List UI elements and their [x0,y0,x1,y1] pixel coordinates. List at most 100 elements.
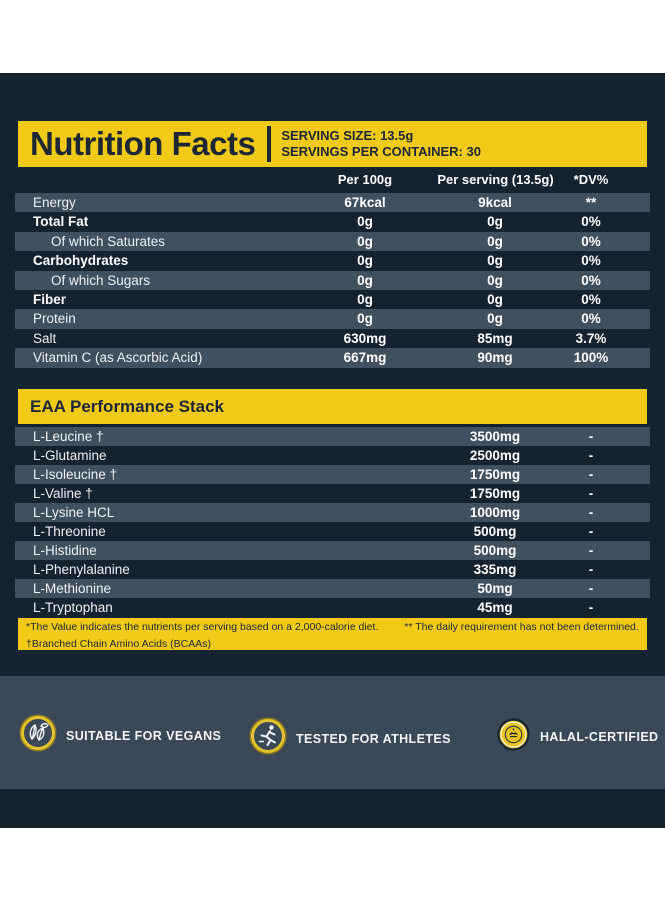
footnote-asterisks: ** The daily requirement has not been de… [404,621,639,633]
badge-athletes: TESTED FOR ATHLETES [249,717,451,760]
row-l-valine: L-Valine † 1750mg - [15,484,650,503]
row-protein: Protein 0g 0g 0% [15,309,650,329]
per-100g-value: 667mg [343,350,387,366]
amino-amount: 500mg [473,543,517,558]
per-serving-value: 0g [487,214,503,230]
amino-label: L-Glutamine [33,448,107,463]
label-panel: Nutrition Facts SERVING SIZE: 13.5g SERV… [0,73,665,828]
nutrient-label: Carbohydrates [33,253,129,269]
page-title: Nutrition Facts [30,125,256,162]
per-serving-value: 0g [487,311,503,327]
per-serving-value: 0g [487,272,503,288]
col-dv: *DV% [573,172,609,187]
row-carbohydrates: Carbohydrates 0g 0g 0% [15,251,650,270]
row-l-threonine: L-Threonine 500mg - [15,522,650,541]
row-sugars: Of which Sugars 0g 0g 0% [15,270,650,290]
footnote-bcaa: †Branched Chain Amino Acids (BCAAs) [26,638,212,650]
dv-value: 0% [581,214,601,230]
amino-amount: 1000mg [469,505,521,520]
col-per-100g: Per 100g [337,172,393,187]
footnote-dv: *The Value indicates the nutrients per s… [26,621,379,633]
row-fiber: Fiber 0g 0g 0% [15,290,650,309]
nutrient-label: Vitamin C (as Ascorbic Acid) [33,350,203,366]
dv-value: 0% [581,233,601,249]
row-vitamin-c: Vitamin C (as Ascorbic Acid) 667mg 90mg … [15,348,650,368]
amino-dv: - [588,505,594,520]
amino-amount: 45mg [477,600,513,615]
amino-amount: 50mg [477,581,513,596]
per-100g-value: 0g [357,311,373,327]
title-divider [267,126,272,162]
amino-amount: 1750mg [469,467,521,482]
amino-label: L-Phenylalanine [33,562,130,577]
dv-value: 3.7% [575,330,607,346]
footnote-line-1: *The Value indicates the nutrients per s… [26,621,639,634]
amino-dv: - [588,581,594,596]
per-100g-value: 0g [357,291,373,307]
nutrient-label: Total Fat [33,214,89,230]
per-100g-value: 67kcal [344,195,386,210]
per-100g-value: 0g [357,272,373,288]
per-100g-value: 0g [357,214,373,230]
footnote-bar: *The Value indicates the nutrients per s… [18,618,647,650]
row-l-isoleucine: L-Isoleucine † 1750mg - [15,465,650,484]
amino-amount: 335mg [473,562,517,577]
amino-amount: 1750mg [469,486,521,501]
nutrient-label: Fiber [33,291,67,307]
amino-label: L-Histidine [33,543,97,558]
badge-athletes-label: TESTED FOR ATHLETES [296,731,451,746]
nutrient-label: Protein [33,311,76,327]
nutrient-label: Energy [33,195,76,210]
dv-value: ** [585,195,597,210]
serving-info: SERVING SIZE: 13.5g SERVINGS PER CONTAIN… [281,128,481,160]
dv-value: 0% [581,311,601,327]
amino-dv: - [588,524,594,539]
badge-vegan: SUITABLE FOR VEGANS [19,714,221,757]
per-serving-value: 90mg [477,350,513,366]
row-l-methionine: L-Methionine 50mg - [15,579,650,598]
eaa-title: EAA Performance Stack [30,396,225,416]
per-serving-value: 0g [487,233,503,249]
leaf-icon [19,714,57,757]
row-l-tryptophan: L-Tryptophan 45mg - [15,598,650,617]
servings-per-container: SERVINGS PER CONTAINER: 30 [281,144,481,159]
dv-value: 0% [581,291,601,307]
nutrient-label: Salt [33,330,57,346]
amino-amount: 2500mg [469,448,521,463]
amino-dv: - [588,600,594,615]
row-salt: Salt 630mg 85mg 3.7% [15,329,650,348]
amino-label: L-Tryptophan [33,600,113,615]
per-serving-value: 9kcal [478,195,512,210]
row-total-fat: Total Fat 0g 0g 0% [15,212,650,231]
row-l-phenylalanine: L-Phenylalanine 335mg - [15,560,650,579]
runner-icon [249,717,287,760]
amino-label: L-Methionine [33,581,112,596]
amino-dv: - [588,562,594,577]
amino-dv: - [588,486,594,501]
badge-halal-label: HALAL-CERTIFIED [540,730,659,744]
nutrient-label: Of which Saturates [51,233,166,249]
nutrition-table: Energy 67kcal 9kcal ** Total Fat 0g 0g 0… [15,193,650,368]
title-bar: Nutrition Facts SERVING SIZE: 13.5g SERV… [18,121,647,167]
per-serving-value: 0g [487,291,503,307]
certification-strip: SUITABLE FOR VEGANS [0,676,665,789]
eaa-header-bar: EAA Performance Stack [18,389,647,424]
amino-amount: 500mg [473,524,517,539]
per-serving-value: 85mg [477,330,513,346]
badge-vegan-label: SUITABLE FOR VEGANS [66,728,222,743]
amino-dv: - [588,543,594,558]
per-100g-value: 0g [357,233,373,249]
dv-value: 0% [581,272,601,288]
nutrient-label: Of which Sugars [51,272,151,288]
serving-size: SERVING SIZE: 13.5g [281,128,414,143]
column-headers: Per 100g Per serving (13.5g) *DV% [15,172,650,192]
per-100g-value: 630mg [343,330,387,346]
amino-amount: 3500mg [469,429,521,444]
amino-dv: - [588,429,594,444]
halal-seal-icon [497,718,530,756]
amino-dv: - [588,467,594,482]
per-serving-value: 0g [487,253,503,269]
col-per-serving: Per serving (13.5g) [437,172,554,187]
row-l-lysine-hcl: L-Lysine HCL 1000mg - [15,503,650,522]
